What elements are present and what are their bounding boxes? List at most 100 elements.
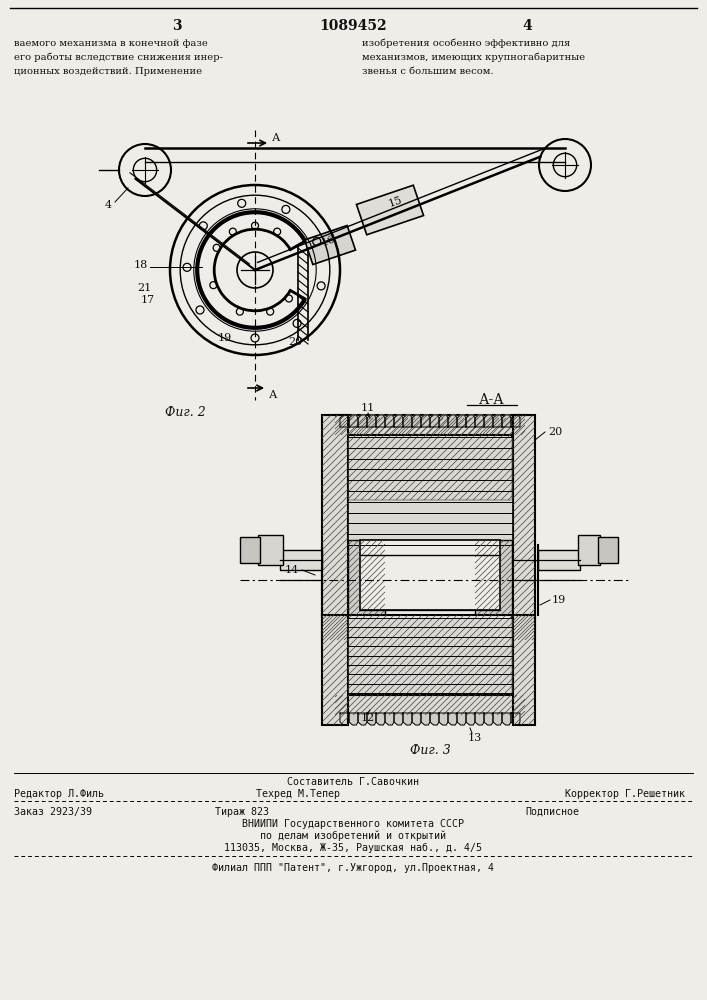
Text: 17: 17 — [141, 295, 155, 305]
Polygon shape — [358, 713, 367, 725]
Bar — [348, 437, 512, 545]
Polygon shape — [502, 713, 511, 725]
Polygon shape — [511, 713, 520, 725]
Bar — [348, 540, 385, 615]
Text: его работы вследствие снижения инер-: его работы вследствие снижения инер- — [14, 52, 223, 62]
Polygon shape — [376, 415, 385, 427]
Text: Редактор Л.Филь: Редактор Л.Филь — [14, 789, 104, 799]
Text: 19: 19 — [552, 595, 566, 605]
Text: Заказ 2923/39: Заказ 2923/39 — [14, 807, 92, 817]
Bar — [322, 415, 348, 640]
Text: 20: 20 — [548, 427, 562, 437]
Text: по делам изобретений и открытий: по делам изобретений и открытий — [260, 831, 446, 841]
Text: Филиал ППП "Патент", г.Ужгород, ул.Проектная, 4: Филиал ППП "Патент", г.Ужгород, ул.Проек… — [212, 863, 494, 873]
Polygon shape — [448, 415, 457, 427]
Text: Корректор Г.Решетник: Корректор Г.Решетник — [565, 789, 685, 799]
Polygon shape — [448, 713, 457, 725]
Text: 16: 16 — [320, 234, 337, 248]
Bar — [513, 615, 535, 725]
Bar — [280, 550, 322, 570]
Bar — [475, 540, 512, 615]
Text: звенья с большим весом.: звенья с большим весом. — [362, 66, 493, 76]
Polygon shape — [475, 415, 484, 427]
Polygon shape — [439, 415, 448, 427]
Text: 21: 21 — [138, 283, 152, 293]
Polygon shape — [484, 713, 493, 725]
Bar — [348, 418, 512, 500]
Polygon shape — [475, 713, 484, 725]
Polygon shape — [430, 415, 439, 427]
Polygon shape — [340, 713, 349, 725]
Bar — [322, 615, 348, 725]
Text: 14: 14 — [285, 565, 299, 575]
Polygon shape — [466, 713, 475, 725]
Bar — [360, 540, 500, 610]
Polygon shape — [356, 185, 423, 235]
Text: изобретения особенно эффективно для: изобретения особенно эффективно для — [362, 38, 571, 48]
Text: механизмов, имеющих крупногабаритные: механизмов, имеющих крупногабаритные — [362, 52, 585, 62]
Bar — [538, 550, 580, 570]
Text: 4: 4 — [105, 200, 112, 210]
Polygon shape — [466, 415, 475, 427]
Text: 3: 3 — [173, 19, 182, 33]
Text: Фиг. 2: Фиг. 2 — [165, 406, 205, 418]
Polygon shape — [439, 713, 448, 725]
Polygon shape — [358, 415, 367, 427]
Polygon shape — [376, 713, 385, 725]
Text: А: А — [269, 390, 277, 400]
Polygon shape — [367, 415, 376, 427]
Polygon shape — [457, 415, 466, 427]
Text: 15: 15 — [387, 195, 404, 209]
Text: 11: 11 — [361, 403, 375, 413]
Text: ционных воздействий. Применение: ционных воздействий. Применение — [14, 66, 202, 76]
Text: 113035, Москва, Ж-35, Раушская наб., д. 4/5: 113035, Москва, Ж-35, Раушская наб., д. … — [224, 843, 482, 853]
Bar — [513, 415, 535, 640]
Text: Фиг. 3: Фиг. 3 — [409, 744, 450, 756]
Polygon shape — [412, 415, 421, 427]
Polygon shape — [421, 415, 430, 427]
Polygon shape — [367, 713, 376, 725]
Text: ваемого механизма в конечной фазе: ваемого механизма в конечной фазе — [14, 38, 208, 47]
Text: Техред М.Тепер: Техред М.Тепер — [256, 789, 340, 799]
Polygon shape — [349, 415, 358, 427]
Text: 1089452: 1089452 — [319, 19, 387, 33]
Text: 4: 4 — [522, 19, 532, 33]
Polygon shape — [493, 415, 502, 427]
Text: 19: 19 — [218, 333, 232, 343]
Bar — [578, 535, 600, 565]
Polygon shape — [385, 415, 394, 427]
Polygon shape — [493, 713, 502, 725]
Polygon shape — [385, 713, 394, 725]
Text: 20: 20 — [288, 337, 302, 347]
Text: Составитель Г.Савочкин: Составитель Г.Савочкин — [287, 777, 419, 787]
Bar — [335, 415, 525, 435]
Text: 12: 12 — [361, 713, 375, 723]
Text: А: А — [272, 133, 281, 143]
Text: Подписное: Подписное — [525, 807, 579, 817]
Polygon shape — [305, 225, 356, 265]
Bar — [335, 695, 525, 715]
Polygon shape — [421, 713, 430, 725]
Polygon shape — [511, 415, 520, 427]
Bar — [348, 618, 512, 693]
Text: ВНИИПИ Государственного комитета СССР: ВНИИПИ Государственного комитета СССР — [242, 819, 464, 829]
Polygon shape — [394, 713, 403, 725]
Bar — [348, 615, 512, 695]
Text: 13: 13 — [468, 733, 482, 743]
Polygon shape — [457, 713, 466, 725]
Text: 18: 18 — [134, 260, 148, 270]
Polygon shape — [403, 415, 412, 427]
Polygon shape — [430, 713, 439, 725]
Bar — [258, 535, 283, 565]
Polygon shape — [484, 415, 493, 427]
Bar — [598, 537, 618, 563]
Polygon shape — [340, 415, 349, 427]
Polygon shape — [412, 713, 421, 725]
Bar — [240, 537, 260, 563]
Polygon shape — [502, 415, 511, 427]
Polygon shape — [403, 713, 412, 725]
Polygon shape — [349, 713, 358, 725]
Polygon shape — [394, 415, 403, 427]
Text: Тираж 823: Тираж 823 — [215, 807, 269, 817]
Text: А-А: А-А — [479, 393, 505, 407]
